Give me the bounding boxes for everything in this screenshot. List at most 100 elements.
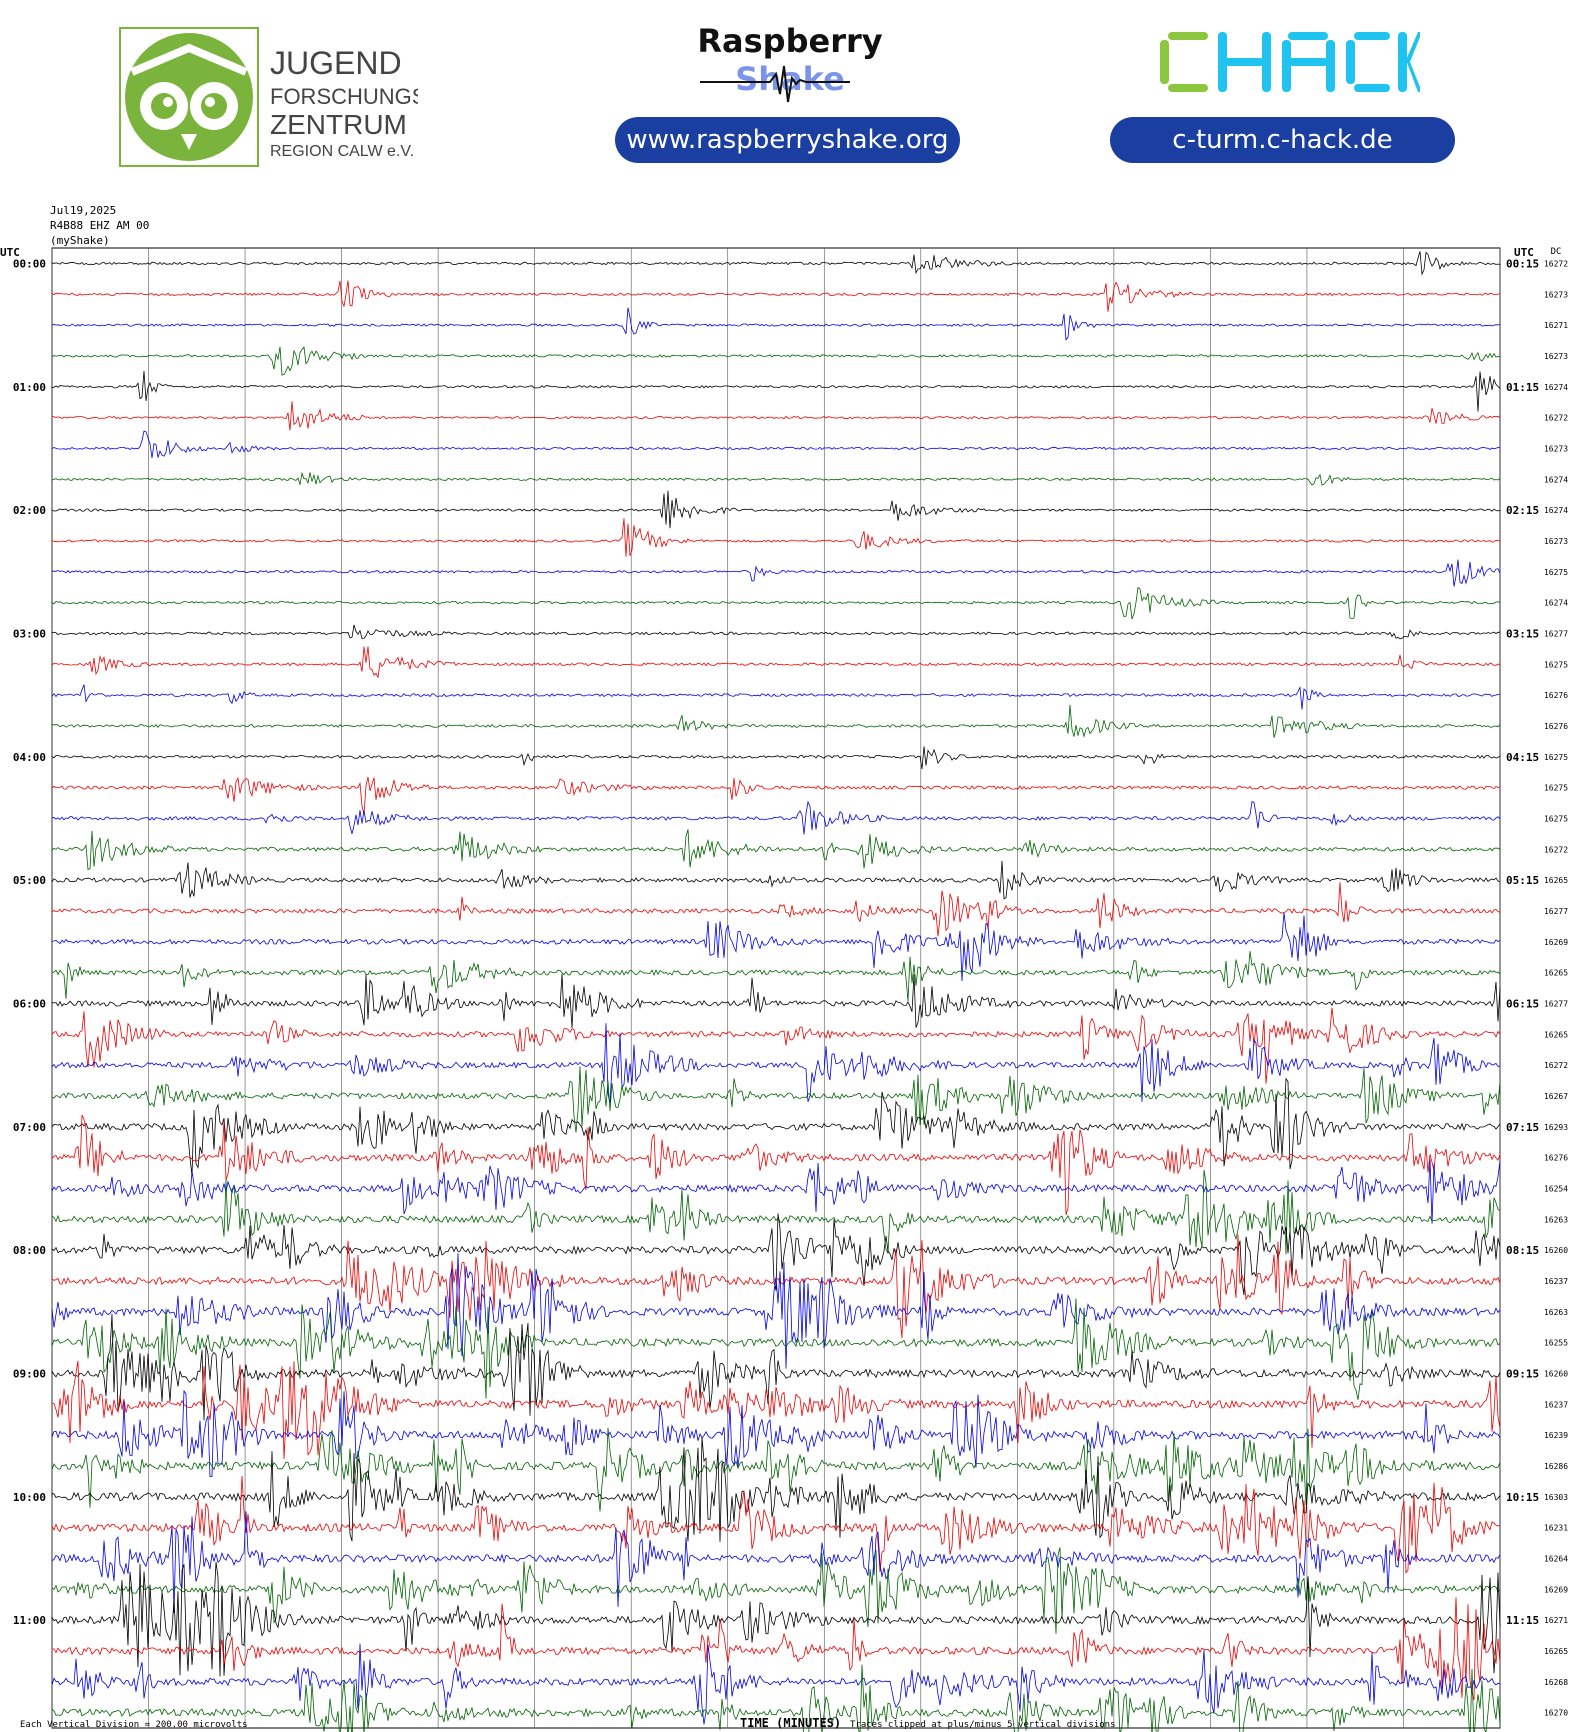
dc-value: 16269: [1544, 1585, 1568, 1594]
trace-row-7: [51, 471, 1501, 486]
trace-row-44: [51, 1562, 1501, 1677]
dc-value: 16273: [1544, 537, 1568, 546]
trace-row-11: [51, 586, 1501, 620]
dc-value: 16276: [1544, 1154, 1568, 1163]
dc-value: 16274: [1544, 475, 1568, 484]
dc-value: 16272: [1544, 1061, 1568, 1070]
trace-row-16: [51, 746, 1501, 770]
jfz-logo: JUGEND FORSCHUNGS ZENTRUM REGION CALW e.…: [118, 26, 426, 168]
trace-row-40: [51, 1437, 1501, 1542]
dc-value: 16260: [1544, 1246, 1568, 1255]
left-axis-title: UTC: [0, 246, 20, 259]
dc-value: 16272: [1544, 845, 1568, 854]
dc-value: 16269: [1544, 938, 1568, 947]
right-time-label: 05:15: [1506, 874, 1539, 887]
left-time-label: 09:00: [13, 1367, 46, 1380]
dc-value: 16293: [1544, 1123, 1568, 1132]
trace-row-25: [51, 1007, 1501, 1084]
owl-icon: JUGEND FORSCHUNGS ZENTRUM REGION CALW e.…: [119, 27, 426, 167]
data-source: (myShake): [50, 234, 110, 247]
right-time-label: 00:15: [1506, 257, 1539, 270]
chack-url-pill[interactable]: c-turm.c-hack.de: [1110, 117, 1455, 163]
trace-row-39: [51, 1427, 1501, 1512]
left-time-label: 08:00: [13, 1244, 46, 1257]
trace-row-38: [51, 1389, 1501, 1477]
right-time-label: 04:15: [1506, 751, 1539, 764]
dc-value: 16271: [1544, 321, 1568, 330]
trace-row-15: [51, 704, 1501, 738]
trace-row-9: [51, 518, 1501, 557]
trace-row-20: [51, 860, 1501, 900]
left-time-label: 03:00: [13, 627, 46, 640]
footnote-right: Traces clipped at plus/minus 5 vertical …: [850, 1720, 1116, 1730]
right-time-label: 08:15: [1506, 1244, 1539, 1257]
trace-row-13: [51, 646, 1501, 679]
rs-url-pill[interactable]: www.raspberryshake.org: [615, 117, 960, 163]
trace-row-33: [51, 1234, 1501, 1339]
dc-value: 16275: [1544, 660, 1568, 669]
jfz-line-4: REGION CALW e.V.: [270, 143, 414, 160]
jfz-line-2: FORSCHUNGS: [270, 84, 418, 109]
trace-row-21: [51, 882, 1501, 937]
dc-value: 16274: [1544, 506, 1568, 515]
dc-value: 16276: [1544, 691, 1568, 700]
trace-row-19: [51, 829, 1501, 871]
left-time-label: 05:00: [13, 874, 46, 887]
trace-row-46: [51, 1643, 1501, 1725]
dc-value: 16237: [1544, 1400, 1568, 1409]
trace-row-6: [51, 430, 1501, 458]
trace-row-22: [51, 912, 1501, 982]
seismogram-icon: [700, 65, 850, 103]
trace-row-0: [51, 251, 1501, 276]
dc-value: 16260: [1544, 1369, 1568, 1378]
banner: JUGEND FORSCHUNGS ZENTRUM REGION CALW e.…: [0, 0, 1570, 180]
dc-value: 16268: [1544, 1678, 1568, 1687]
dc-value: 16272: [1544, 259, 1568, 268]
trace-row-17: [51, 776, 1501, 815]
right-time-label: 09:15: [1506, 1367, 1539, 1380]
trace-row-35: [51, 1298, 1501, 1400]
trace-row-43: [51, 1547, 1501, 1634]
trace-row-26: [51, 1023, 1501, 1104]
trace-row-24: [51, 973, 1501, 1028]
trace-row-27: [51, 1066, 1501, 1133]
trace-row-14: [51, 684, 1501, 710]
dc-value: 16273: [1544, 444, 1568, 453]
x-axis-label: TIME (MINUTES): [740, 1716, 841, 1730]
dc-value: 16264: [1544, 1554, 1568, 1563]
dc-value: 16275: [1544, 784, 1568, 793]
footnote-left: Each Vertical Division = 200.00 microvol…: [20, 1720, 248, 1730]
trace-row-4: [51, 370, 1501, 412]
rs-word-1: Raspberry: [697, 22, 883, 60]
left-time-label: 06:00: [13, 997, 46, 1010]
left-time-label: 04:00: [13, 751, 46, 764]
dc-value: 16239: [1544, 1431, 1568, 1440]
raspberry-shake-logo: Raspberry Shake: [640, 22, 940, 112]
trace-row-12: [51, 624, 1501, 640]
right-time-label: 11:15: [1506, 1614, 1539, 1627]
trace-row-8: [51, 490, 1501, 529]
dc-value: 16263: [1544, 1215, 1568, 1224]
trace-row-31: [51, 1169, 1501, 1255]
dc-value: 16231: [1544, 1524, 1568, 1533]
chack-logo-graphic: [1160, 32, 1422, 92]
trace-row-23: [51, 951, 1501, 1002]
dc-value: 16275: [1544, 753, 1568, 762]
dc-value: 16265: [1544, 1030, 1568, 1039]
right-time-label: 06:15: [1506, 997, 1539, 1010]
trace-row-1: [51, 280, 1501, 312]
trace-row-18: [51, 800, 1501, 835]
right-time-label: 01:15: [1506, 381, 1539, 394]
jfz-line-3: ZENTRUM: [270, 109, 407, 140]
left-time-label: 10:00: [13, 1491, 46, 1504]
dc-value: 16275: [1544, 568, 1568, 577]
dc-value: 16267: [1544, 1092, 1568, 1101]
right-time-label: 07:15: [1506, 1121, 1539, 1134]
dc-value: 16272: [1544, 414, 1568, 423]
dc-value: 16286: [1544, 1462, 1568, 1471]
dc-value: 16265: [1544, 1647, 1568, 1656]
trace-row-29: [51, 1114, 1501, 1216]
left-time-label: 11:00: [13, 1614, 46, 1627]
dc-value: 16237: [1544, 1277, 1568, 1286]
trace-row-2: [51, 307, 1501, 341]
